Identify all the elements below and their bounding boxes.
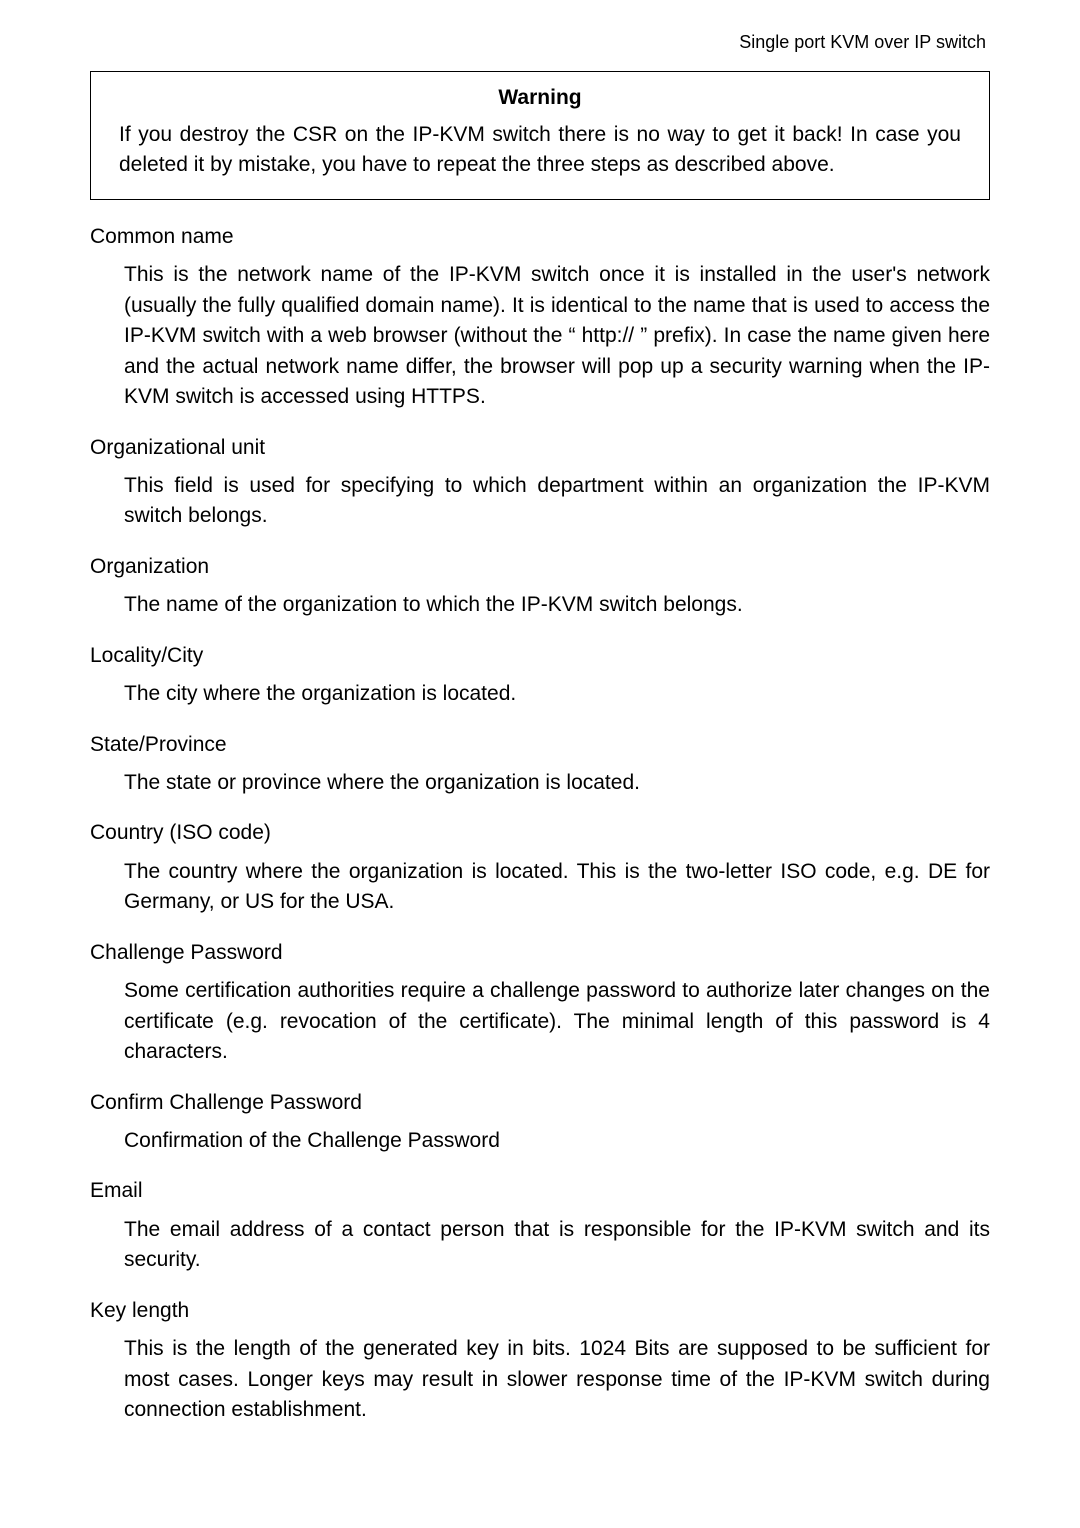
warning-body: If you destroy the CSR on the IP-KVM swi… (119, 120, 961, 181)
term-definition: The name of the organization to which th… (90, 590, 990, 620)
definition-section: State/Province The state or province whe… (90, 730, 990, 799)
term-label: State/Province (90, 730, 990, 760)
term-definition: This field is used for specifying to whi… (90, 471, 990, 532)
term-definition: The email address of a contact person th… (90, 1215, 990, 1276)
term-label: Email (90, 1176, 990, 1206)
term-label: Organizational unit (90, 433, 990, 463)
term-label: Locality/City (90, 641, 990, 671)
term-definition: This is the network name of the IP-KVM s… (90, 260, 990, 412)
term-definition: The country where the organization is lo… (90, 857, 990, 918)
page-header: Single port KVM over IP switch (90, 32, 990, 53)
definition-section: Organization The name of the organizatio… (90, 552, 990, 621)
definition-section: Common name This is the network name of … (90, 222, 990, 413)
term-label: Organization (90, 552, 990, 582)
term-label: Confirm Challenge Password (90, 1088, 990, 1118)
definition-section: Challenge Password Some certification au… (90, 938, 990, 1068)
term-definition: The state or province where the organiza… (90, 768, 990, 798)
definition-section: Key length This is the length of the gen… (90, 1296, 990, 1426)
term-definition: This is the length of the generated key … (90, 1334, 990, 1425)
term-definition: The city where the organization is locat… (90, 679, 990, 709)
definition-section: Email The email address of a contact per… (90, 1176, 990, 1275)
term-label: Key length (90, 1296, 990, 1326)
page-container: Single port KVM over IP switch Warning I… (0, 0, 1080, 1505)
term-label: Challenge Password (90, 938, 990, 968)
definition-section: Locality/City The city where the organiz… (90, 641, 990, 710)
warning-box: Warning If you destroy the CSR on the IP… (90, 71, 990, 200)
term-label: Country (ISO code) (90, 818, 990, 848)
term-label: Common name (90, 222, 990, 252)
definition-section: Confirm Challenge Password Confirmation … (90, 1088, 990, 1157)
warning-title: Warning (119, 86, 961, 110)
definition-section: Organizational unit This field is used f… (90, 433, 990, 532)
term-definition: Some certification authorities require a… (90, 976, 990, 1067)
definition-section: Country (ISO code) The country where the… (90, 818, 990, 917)
term-definition: Confirmation of the Challenge Password (90, 1126, 990, 1156)
